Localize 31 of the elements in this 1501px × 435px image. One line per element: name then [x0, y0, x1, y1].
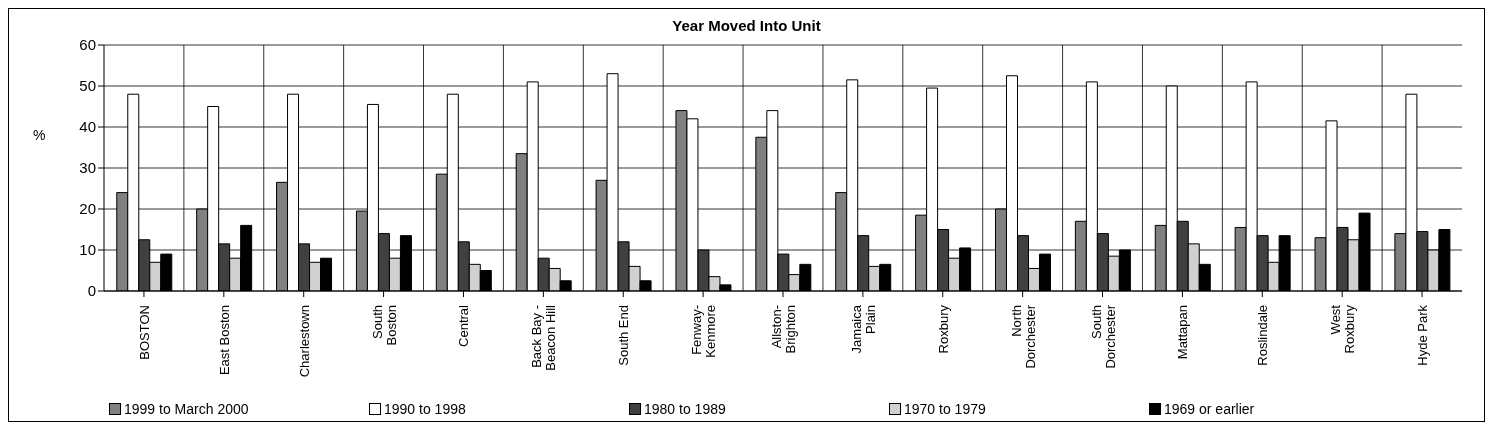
x-tick-label: Mattapan: [1175, 305, 1191, 360]
x-tick-label: Allston-Brighton: [769, 305, 798, 354]
y-tick-label: 30: [79, 159, 96, 177]
y-tick-label: 0: [87, 282, 96, 300]
x-tick-label: Roslindale: [1255, 305, 1271, 366]
legend-label: 1969 or earlier: [1164, 401, 1255, 417]
legend-label: 1970 to 1979: [904, 401, 986, 417]
x-tick-label: BOSTON: [136, 305, 152, 360]
x-tick-label: Charlestown: [296, 305, 312, 378]
y-tick-label: 40: [79, 118, 96, 136]
x-tick-label: East Boston: [216, 305, 232, 376]
legend-label: 1990 to 1998: [384, 401, 466, 417]
y-tick-label: 20: [79, 200, 96, 218]
x-tick-label: North Dorchester: [1008, 304, 1038, 369]
x-tick-label: Roxbury: [935, 304, 951, 354]
x-tick-label: Jamaica Plain: [848, 304, 878, 354]
x-tick-label: South Dorchester: [1088, 304, 1118, 369]
legend-label: 1980 to 1989: [644, 401, 726, 417]
legend-label: 1999 to March 2000: [124, 401, 249, 417]
x-tick-label: Back Bay - Beacon Hill: [529, 304, 559, 371]
x-tick-label: West Roxbury: [1328, 304, 1358, 354]
y-tick-label: 60: [79, 36, 96, 54]
y-tick-label: 50: [79, 77, 96, 95]
x-tick-label: Fenway-Kenmore: [689, 305, 719, 358]
y-axis-title: %: [33, 127, 46, 143]
x-tick-label: Central: [456, 304, 472, 347]
chart-title: Year Moved Into Unit: [671, 17, 822, 34]
x-tick-label: South End: [616, 305, 632, 366]
x-tick-label: South Boston: [369, 305, 399, 346]
x-tick-label: Hyde Park: [1415, 304, 1431, 366]
y-tick-label: 10: [79, 241, 96, 259]
